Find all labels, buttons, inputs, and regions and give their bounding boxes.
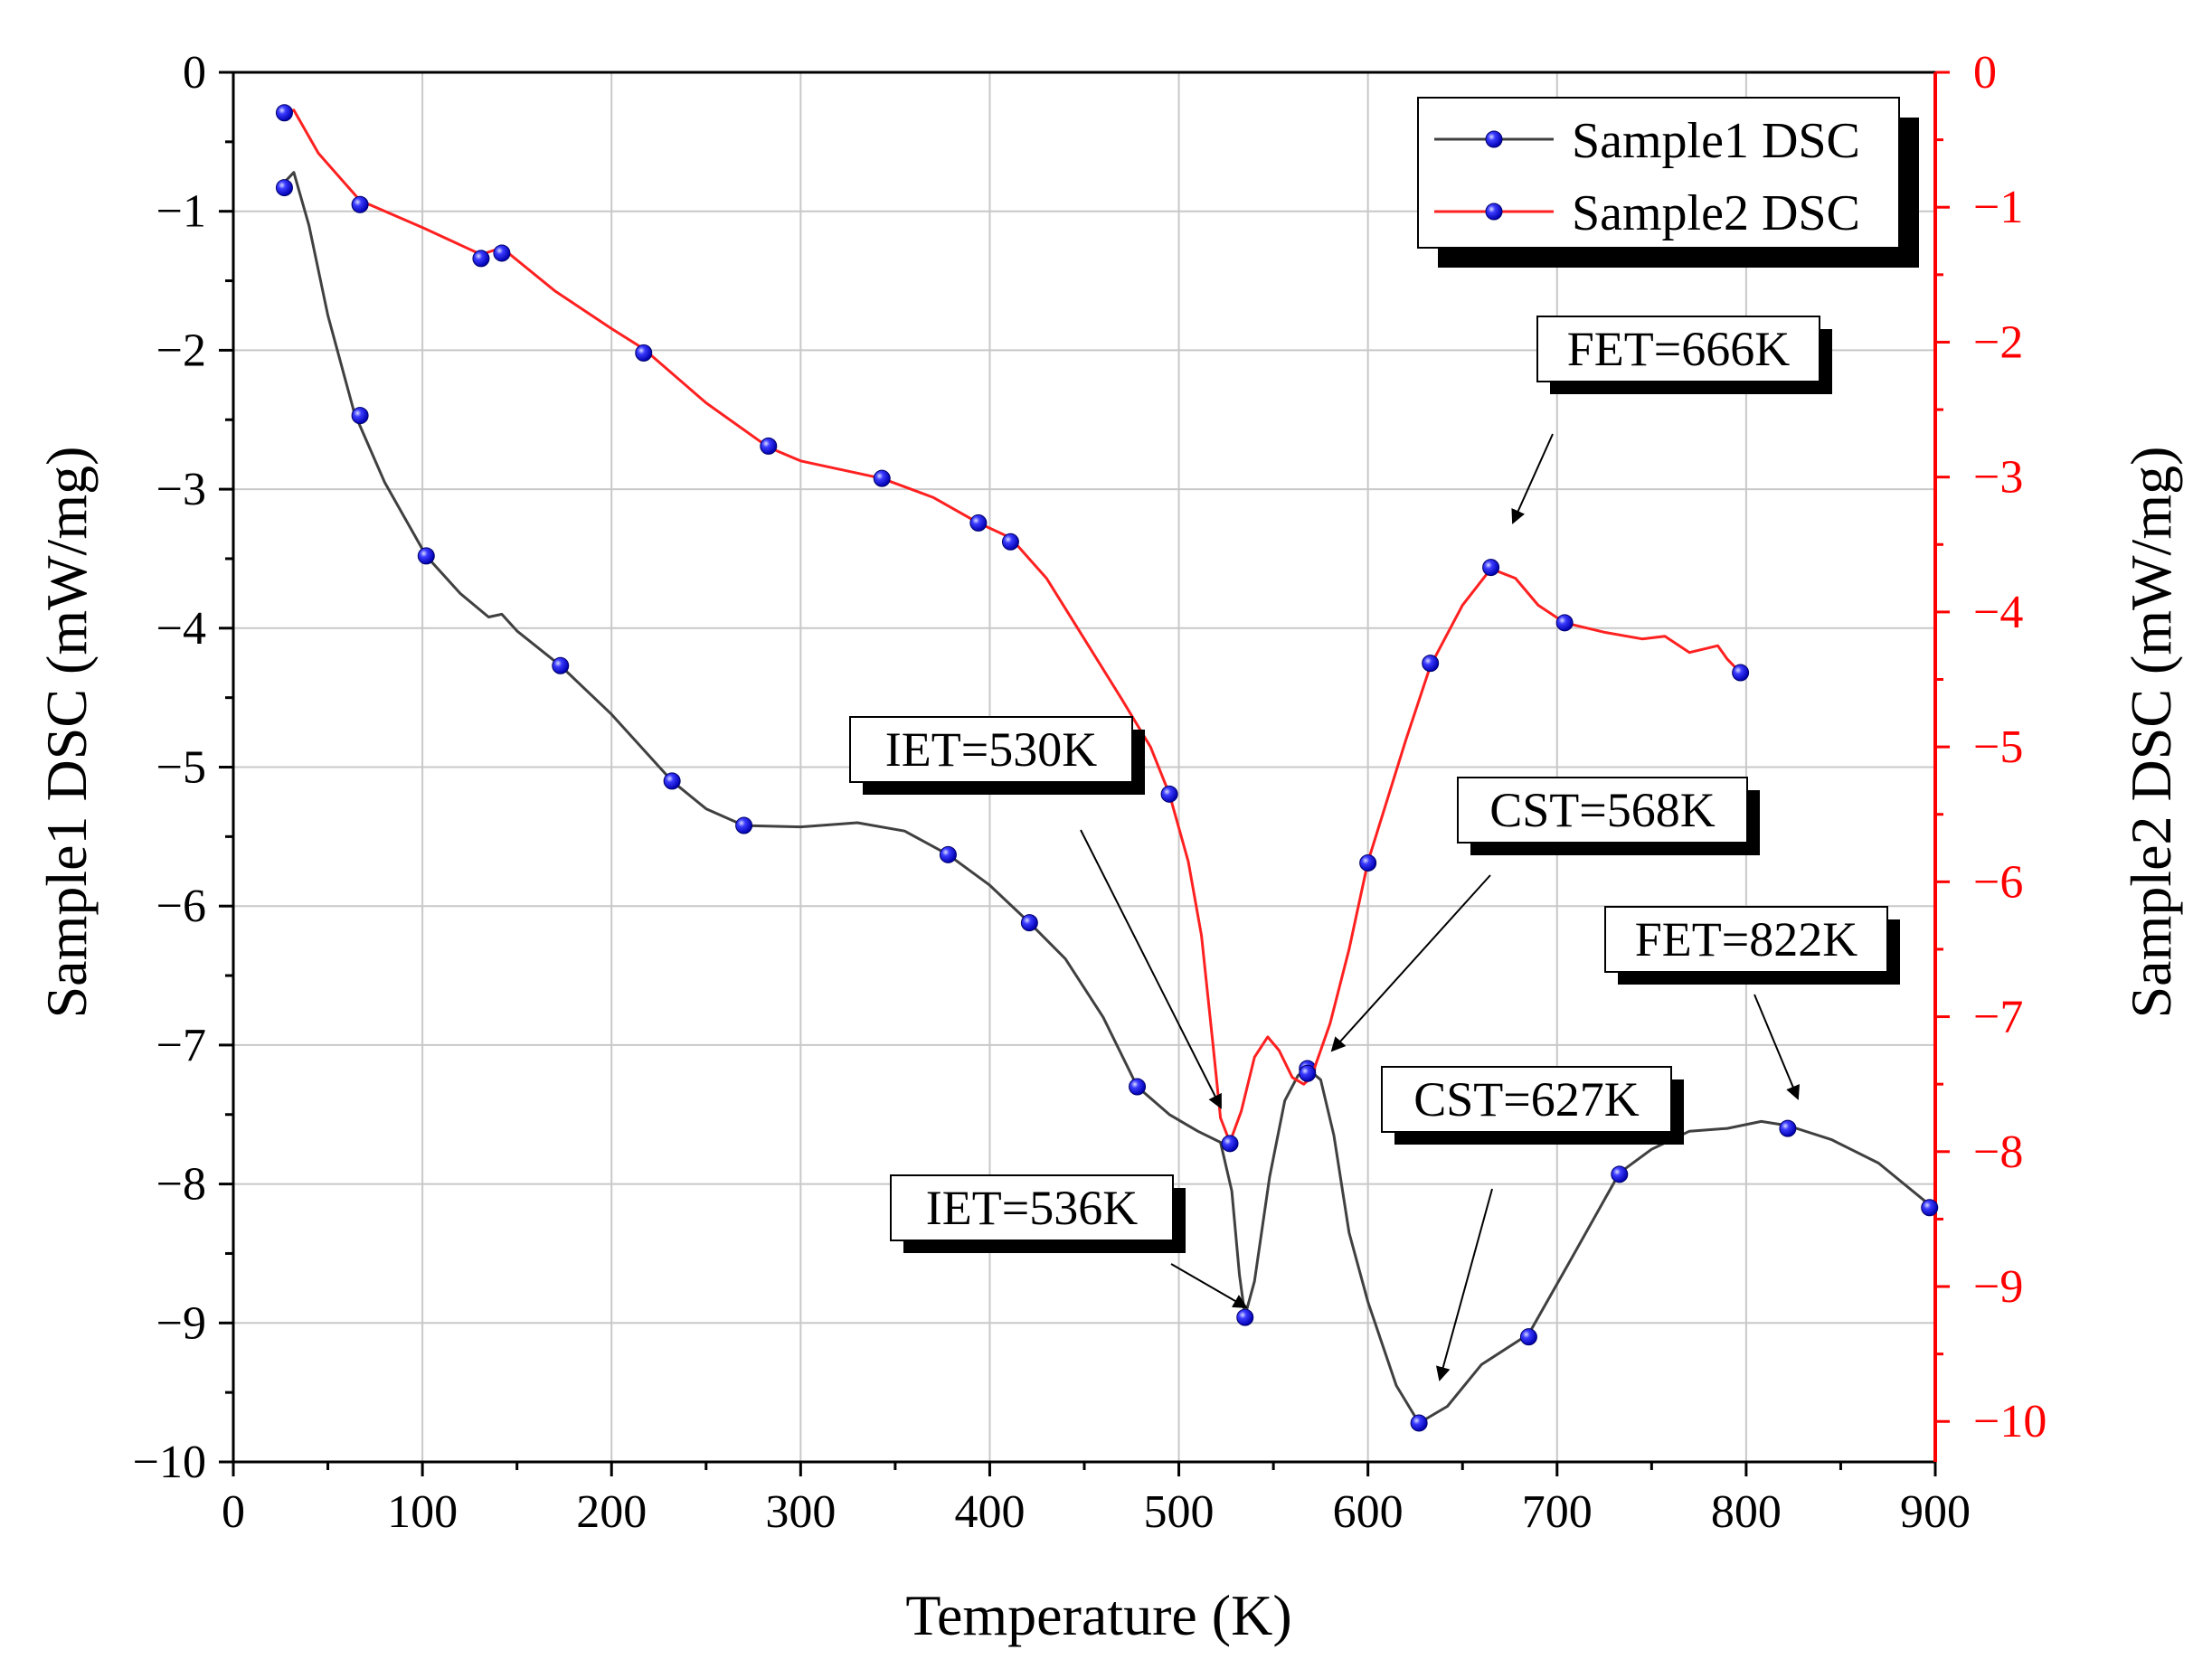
- data-point: [735, 816, 753, 834]
- y-left-tick-label: −3: [156, 464, 206, 515]
- annotation-arrow: [1511, 433, 1554, 524]
- annotation-box: [1381, 1066, 1672, 1133]
- data-point: [552, 656, 570, 674]
- series-line-2: [284, 108, 1742, 1144]
- annotation-box: [849, 716, 1133, 783]
- data-point: [1236, 1308, 1254, 1326]
- y-right-tick-label: −4: [1973, 587, 2023, 638]
- x-tick-label: 600: [1333, 1486, 1404, 1538]
- legend: Sample1 DSC Sample2 DSC: [1417, 97, 1919, 268]
- y-left-tick-label: −7: [156, 1020, 206, 1071]
- annotation-label: IET=536K: [926, 1181, 1138, 1235]
- data-point: [275, 104, 293, 122]
- series: [275, 104, 1939, 1432]
- data-point: [351, 195, 369, 213]
- annotation-arrow: [1754, 994, 1800, 1100]
- data-point: [1422, 655, 1440, 673]
- data-point: [493, 244, 511, 262]
- y-right-tick-label: −8: [1973, 1127, 2023, 1178]
- annotation-box: [890, 1174, 1174, 1241]
- annotation-arrow: [1170, 1263, 1248, 1309]
- annotation-box: [1604, 906, 1888, 973]
- data-point: [1611, 1165, 1629, 1183]
- annotation-label: IET=530K: [885, 722, 1097, 777]
- axes: 0 100 200 300 400 500 600 700 800 900 0 −1 −2 −3 −4 −5 −…: [133, 47, 2047, 1538]
- y-left-tick-label: −2: [156, 325, 206, 376]
- y-left-tick-label: −10: [133, 1437, 206, 1488]
- annotation-arrow: [1435, 1188, 1493, 1381]
- x-tick-label: 300: [765, 1486, 836, 1538]
- y-left-tick-label: −9: [156, 1297, 206, 1349]
- annotation-label: CST=627K: [1413, 1072, 1640, 1127]
- y-right-tick-label: −6: [1973, 856, 2023, 908]
- data-point: [1020, 914, 1038, 932]
- data-point: [1001, 533, 1019, 551]
- annotation-box: [1457, 777, 1748, 844]
- data-point: [969, 514, 988, 532]
- x-tick-label: 0: [222, 1486, 245, 1538]
- annotation-label: CST=568K: [1489, 783, 1716, 837]
- series-line-1: [279, 171, 1931, 1425]
- data-point: [1221, 1135, 1239, 1153]
- x-tick-label: 800: [1711, 1486, 1782, 1538]
- annotation-label: FET=666K: [1567, 322, 1790, 376]
- legend-marker: [1485, 203, 1503, 221]
- y-right-tick-label: −2: [1973, 316, 2023, 368]
- x-tick-label: 500: [1144, 1486, 1215, 1538]
- y-right-tick-label: −5: [1973, 721, 2023, 773]
- y-left-tick-label: 0: [183, 47, 206, 99]
- data-point: [1732, 664, 1750, 682]
- y-right-tick-label: −3: [1973, 452, 2023, 504]
- x-tick-label: 900: [1900, 1486, 1971, 1538]
- data-point: [939, 845, 957, 863]
- data-point: [1299, 1064, 1317, 1082]
- y-axis-left-label: Sample1 DSC (mW/mg): [34, 447, 99, 1019]
- annotations: IET=530K IET=536K CST=568K CST=627K FET=666K…: [849, 316, 1900, 1381]
- x-tick-label: 200: [576, 1486, 647, 1538]
- y-left-tick-label: −5: [156, 742, 206, 794]
- data-point: [1779, 1119, 1797, 1137]
- x-tick-label: 400: [954, 1486, 1025, 1538]
- data-point: [417, 547, 435, 565]
- y-right-tick-label: −9: [1973, 1261, 2023, 1313]
- y-right-tick-label: −1: [1973, 182, 2023, 233]
- x-tick-label: 700: [1522, 1486, 1593, 1538]
- y-left-tick-label: −8: [156, 1159, 206, 1211]
- legend-label: Sample1 DSC: [1572, 113, 1860, 169]
- y-left-tick-label: −1: [156, 186, 206, 238]
- data-point: [1519, 1328, 1537, 1346]
- legend-box: [1417, 97, 1900, 249]
- data-point: [760, 437, 778, 455]
- data-point: [873, 469, 891, 487]
- y-left-tick-label: −4: [156, 603, 206, 655]
- data-point: [1129, 1078, 1147, 1096]
- data-point: [1921, 1199, 1939, 1217]
- y-right-tick-label: 0: [1973, 47, 1997, 99]
- annotation-arrow: [1330, 874, 1491, 1052]
- data-point: [1359, 853, 1377, 872]
- data-point: [635, 344, 653, 362]
- legend-label: Sample2 DSC: [1572, 185, 1860, 241]
- annotation-box: [1536, 316, 1820, 382]
- data-point: [1410, 1414, 1428, 1432]
- legend-marker: [1485, 130, 1503, 148]
- x-axis-label: Temperature (K): [905, 1583, 1291, 1647]
- data-point: [1555, 614, 1574, 632]
- y-right-tick-label: −10: [1973, 1396, 2047, 1447]
- y-axis-right-label: Sample2 DSC (mW/mg): [2119, 447, 2183, 1019]
- y-right-tick-label: −7: [1973, 992, 2023, 1043]
- annotation-label: FET=822K: [1635, 912, 1858, 966]
- y-left-tick-label: −6: [156, 881, 206, 932]
- data-point: [1482, 559, 1500, 577]
- data-point: [1160, 785, 1178, 803]
- data-point: [472, 250, 490, 268]
- annotation-arrow: [1080, 829, 1222, 1109]
- x-tick-label: 100: [387, 1486, 458, 1538]
- data-point: [663, 772, 681, 790]
- data-point: [275, 179, 293, 197]
- data-point: [351, 407, 369, 425]
